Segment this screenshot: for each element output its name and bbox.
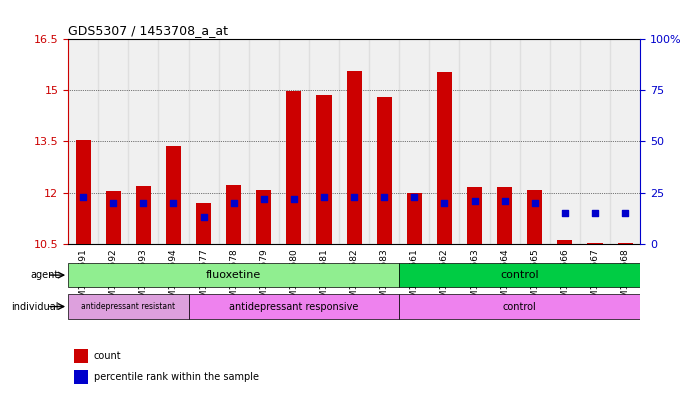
- Bar: [520, 39, 550, 244]
- Bar: [430, 39, 460, 244]
- Bar: [347, 71, 362, 244]
- Bar: [98, 39, 128, 244]
- Point: [108, 200, 118, 206]
- Bar: [618, 243, 633, 244]
- Bar: [226, 185, 241, 244]
- Text: percentile rank within the sample: percentile rank within the sample: [94, 372, 259, 382]
- Bar: [407, 193, 422, 244]
- Bar: [256, 190, 271, 244]
- Bar: [497, 187, 512, 244]
- Bar: [287, 91, 302, 244]
- Point: [439, 200, 450, 206]
- Bar: [76, 140, 91, 244]
- Bar: [74, 370, 88, 384]
- FancyBboxPatch shape: [68, 263, 399, 287]
- FancyBboxPatch shape: [399, 263, 640, 287]
- Bar: [527, 190, 542, 244]
- Bar: [106, 191, 121, 244]
- FancyBboxPatch shape: [399, 294, 640, 319]
- Bar: [219, 39, 249, 244]
- Point: [379, 193, 390, 200]
- Bar: [249, 39, 279, 244]
- Point: [319, 193, 330, 200]
- Bar: [339, 39, 369, 244]
- Text: antidepressant responsive: antidepressant responsive: [229, 301, 359, 312]
- Point: [289, 196, 300, 202]
- Bar: [399, 39, 430, 244]
- Point: [258, 196, 269, 202]
- Text: antidepressant resistant: antidepressant resistant: [81, 302, 176, 311]
- Bar: [588, 243, 603, 244]
- Bar: [166, 145, 181, 244]
- Text: control: control: [501, 270, 539, 280]
- Point: [409, 193, 419, 200]
- Point: [559, 210, 570, 216]
- Bar: [369, 39, 399, 244]
- Bar: [74, 349, 88, 363]
- Bar: [610, 39, 640, 244]
- Text: count: count: [94, 351, 121, 361]
- Bar: [437, 72, 452, 244]
- Bar: [550, 39, 580, 244]
- Bar: [557, 240, 573, 244]
- Text: individual: individual: [12, 301, 59, 312]
- Bar: [309, 39, 339, 244]
- Bar: [317, 95, 332, 244]
- Point: [138, 200, 149, 206]
- Text: GDS5307 / 1453708_a_at: GDS5307 / 1453708_a_at: [68, 24, 228, 37]
- Bar: [136, 186, 151, 244]
- Point: [349, 193, 360, 200]
- Text: agent: agent: [31, 270, 59, 280]
- Bar: [196, 204, 211, 244]
- Bar: [128, 39, 159, 244]
- Point: [228, 200, 239, 206]
- Point: [198, 214, 209, 220]
- Text: control: control: [503, 301, 537, 312]
- Point: [78, 193, 89, 200]
- Bar: [279, 39, 309, 244]
- Bar: [580, 39, 610, 244]
- Point: [469, 198, 480, 204]
- FancyBboxPatch shape: [68, 294, 189, 319]
- Point: [620, 210, 631, 216]
- Bar: [490, 39, 520, 244]
- Bar: [159, 39, 189, 244]
- Point: [590, 210, 601, 216]
- Bar: [68, 39, 98, 244]
- Point: [499, 198, 510, 204]
- Bar: [377, 97, 392, 244]
- Point: [529, 200, 540, 206]
- Bar: [189, 39, 219, 244]
- FancyBboxPatch shape: [189, 294, 399, 319]
- Text: fluoxetine: fluoxetine: [206, 270, 262, 280]
- Bar: [467, 187, 482, 244]
- Point: [168, 200, 179, 206]
- Bar: [460, 39, 490, 244]
